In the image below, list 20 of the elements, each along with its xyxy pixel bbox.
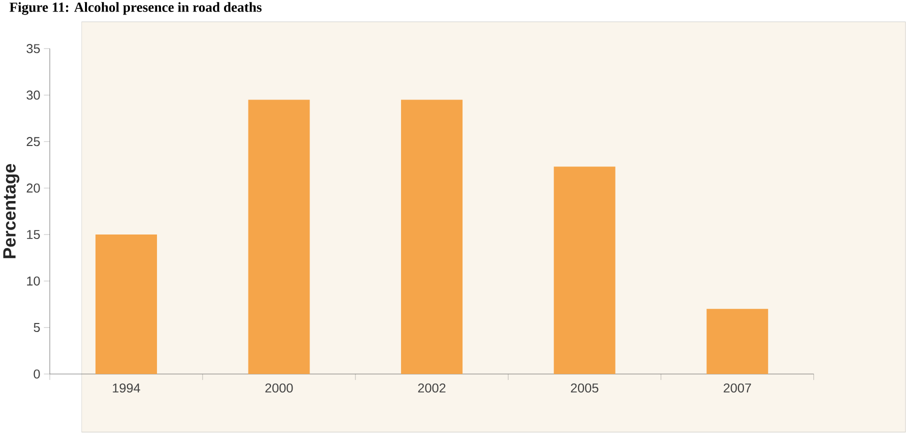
y-tick-label: 30 bbox=[26, 90, 40, 100]
x-tick-label: 2007 bbox=[724, 384, 751, 393]
y-axis-title: Percentage bbox=[3, 164, 20, 258]
y-tick-label: 0 bbox=[34, 370, 40, 379]
bar bbox=[248, 100, 310, 374]
y-tick-label: 20 bbox=[26, 184, 40, 193]
x-tick-label: 1994 bbox=[112, 384, 140, 393]
x-tick-label: 2005 bbox=[570, 384, 598, 393]
bar bbox=[95, 234, 157, 374]
y-tick-label: 10 bbox=[27, 276, 40, 286]
x-tick-label: 2000 bbox=[265, 384, 293, 393]
y-tick-label: 35 bbox=[26, 44, 40, 54]
y-tick-label: 15 bbox=[27, 230, 40, 240]
x-tick-label: 2002 bbox=[418, 384, 446, 393]
bar bbox=[401, 100, 463, 374]
y-tick-label: 5 bbox=[34, 323, 40, 332]
chart-title: Figure 11: Alcohol presence in road deaths bbox=[10, 2, 262, 16]
bar bbox=[554, 166, 616, 374]
y-tick-label: 25 bbox=[26, 137, 40, 146]
bar bbox=[706, 309, 768, 374]
